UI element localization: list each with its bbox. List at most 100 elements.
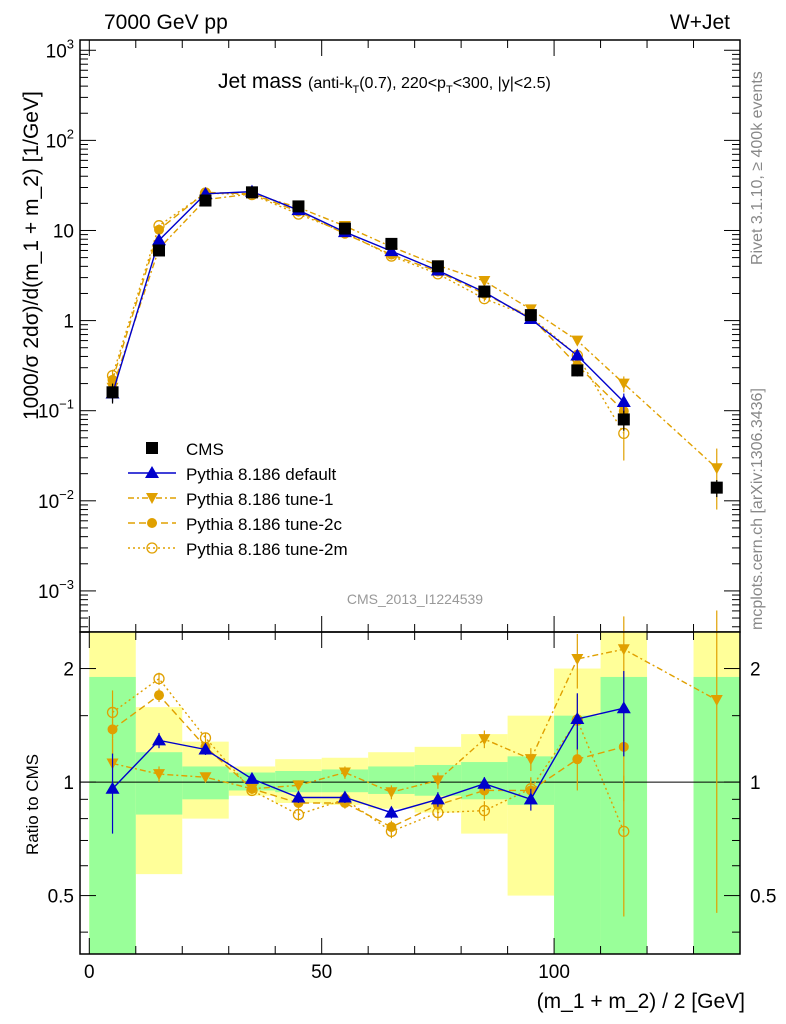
main-ytick-label: 1: [63, 312, 74, 333]
series-default: [105, 184, 631, 413]
ratio-point: [199, 772, 212, 784]
legend-item-tune2m: Pythia 8.186 tune-2m: [128, 540, 348, 559]
tick-exp: 2: [67, 126, 74, 141]
title-sub-jet: (0.7), 220<p: [359, 75, 446, 92]
ratio-point: [291, 790, 306, 803]
legend-marker: [146, 493, 158, 504]
series-data: [106, 186, 723, 498]
tick-base: 1: [63, 312, 74, 333]
ratio-point: [572, 754, 583, 765]
main-ytick-label: 102: [46, 126, 74, 152]
data-point: [616, 394, 631, 407]
ratio-point: [386, 822, 397, 833]
ratio-point: [430, 792, 445, 805]
data-point: [153, 244, 166, 257]
data-point: [617, 413, 630, 426]
data-point: [524, 309, 537, 322]
tick-base: 10: [46, 131, 67, 152]
legend-marker: [145, 466, 159, 478]
data-point: [617, 378, 630, 390]
ratio-point: [571, 654, 584, 666]
data-point: [384, 244, 399, 257]
series-tune1: [106, 188, 723, 510]
legend-label: CMS: [186, 440, 224, 459]
legend-label: Pythia 8.186 tune-1: [186, 490, 333, 509]
xtick-label: 0: [84, 962, 95, 983]
ratio-ytick-label-right: 2: [750, 660, 761, 681]
tick-exp: 3: [67, 36, 74, 51]
ratio-point: [292, 780, 305, 792]
ratio-point: [524, 754, 537, 766]
ratio-series-tune1: [106, 610, 723, 913]
main-ytick-label: 103: [46, 36, 74, 62]
legend-label: Pythia 8.186 tune-2c: [186, 515, 342, 534]
data-point: [338, 222, 351, 235]
series-line: [111, 193, 718, 469]
xtick-label: 100: [538, 962, 570, 983]
data-point: [571, 335, 584, 347]
band-inner: [135, 752, 183, 815]
legend: CMS Pythia 8.186 default Pythia 8.186 tune…: [128, 440, 348, 559]
ratio-point: [107, 724, 118, 735]
ratio-point: [478, 734, 491, 746]
ratio-bands: [89, 632, 740, 954]
tick-base: 10: [46, 41, 67, 62]
data-point: [106, 386, 119, 399]
main-title: Jet mass (anti-kT(0.7), 220<pT<300, |y|<2…: [218, 70, 551, 96]
legend-item-tune1: Pythia 8.186 tune-1: [128, 490, 333, 509]
ratio-point: [616, 701, 631, 714]
header-left: 7000 GeV pp: [104, 11, 228, 34]
ratio-ytick-label-right: 0.5: [750, 887, 776, 908]
data-point: [571, 364, 584, 377]
ratio-line: [112, 707, 624, 814]
rivet-label: Rivet 3.1.10, ≥ 400k events: [749, 71, 766, 265]
main-ytick-label: 10: [53, 221, 74, 242]
legend-item-default: Pythia 8.186 default: [128, 465, 337, 484]
legend-label: Pythia 8.186 tune-2m: [186, 540, 348, 559]
ratio-ytick-label-right: 1: [750, 773, 761, 794]
ratio-point: [292, 808, 305, 821]
data-point: [478, 285, 491, 298]
title-main: Jet mass: [218, 70, 302, 93]
title-sub-kt: T: [352, 84, 359, 96]
main-ytick-label: 10−2: [38, 487, 74, 513]
legend-marker: [146, 542, 158, 554]
xtick-label: 50: [311, 962, 332, 983]
data-point: [710, 481, 723, 494]
ratio-point: [617, 644, 630, 656]
ratio-point: [431, 775, 444, 787]
data-point: [199, 194, 212, 207]
data-point: [245, 186, 258, 199]
legend-marker: [146, 442, 158, 454]
legend-label: Pythia 8.186 default: [186, 465, 337, 484]
ratio-point: [384, 805, 399, 818]
data-point: [710, 463, 723, 475]
ratio-point: [244, 771, 259, 784]
main-ytick-label: 10−1: [38, 397, 74, 423]
data-point: [570, 348, 585, 361]
ratio-point: [710, 695, 723, 707]
ratio-point: [153, 673, 165, 685]
ratio-point: [338, 767, 351, 779]
ratio-point: [523, 792, 538, 805]
tick-exp: −2: [59, 487, 74, 502]
xlabel: (m_1 + m_2) / 2 [GeV]: [537, 990, 745, 1013]
title-sub: (anti-k: [308, 75, 353, 92]
tick-exp: −3: [59, 577, 74, 592]
data-point: [478, 276, 491, 288]
data-point: [152, 233, 167, 246]
ratio-point: [570, 711, 585, 724]
data-point: [385, 237, 398, 250]
ratio-ytick-label: 0.5: [48, 887, 74, 908]
main-frame: [79, 39, 741, 633]
main-ylabel: 1000/σ 2dσ)/d(m_1 + m_2) [1/GeV]: [20, 91, 43, 420]
ratio-point: [152, 733, 167, 746]
ratio-point: [477, 776, 492, 789]
ratio-ytick-label: 1: [63, 773, 74, 794]
ratio-point: [154, 690, 165, 701]
header-right: W+Jet: [670, 11, 730, 34]
tick-base: 10: [38, 402, 59, 423]
